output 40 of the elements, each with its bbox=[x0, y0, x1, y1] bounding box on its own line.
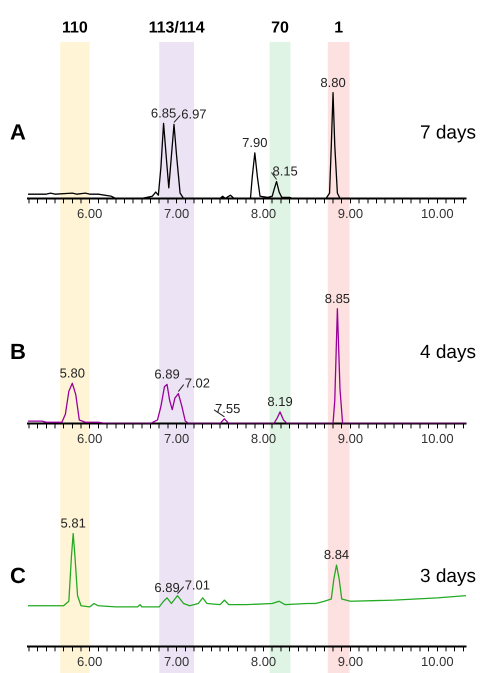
x-tick-label: 8.00 bbox=[250, 430, 276, 446]
annotation: 6.89 bbox=[154, 580, 180, 595]
annotation: 6.85 bbox=[150, 105, 176, 120]
text: 7 days bbox=[420, 122, 476, 144]
band-label: 110 bbox=[62, 19, 88, 36]
x-tick-label: 6.00 bbox=[77, 206, 102, 221]
annotation: 7.02 bbox=[184, 376, 210, 391]
annotation: 7.01 bbox=[184, 578, 210, 593]
x-tick-label: 7.00 bbox=[164, 430, 190, 446]
annotation: 7.90 bbox=[242, 135, 268, 150]
annotation: 8.85 bbox=[324, 290, 350, 306]
band-label: 70 bbox=[271, 19, 290, 36]
x-tick-label: 9.00 bbox=[338, 654, 364, 669]
x-tick-label: 10.00 bbox=[421, 206, 454, 221]
x-tick-label: 10.00 bbox=[421, 654, 454, 669]
annotation: 8.80 bbox=[320, 74, 346, 90]
x-tick-label: 6.00 bbox=[77, 430, 102, 446]
band-label: 113/114 bbox=[148, 19, 205, 36]
annotation: 7.55 bbox=[215, 400, 240, 416]
text: C bbox=[10, 562, 26, 588]
annotation: 5.80 bbox=[60, 365, 85, 380]
x-tick-label: 9.00 bbox=[338, 206, 364, 221]
annotation: 8.15 bbox=[272, 164, 298, 179]
annotation: 6.97 bbox=[181, 106, 207, 122]
x-tick-label: 10.00 bbox=[421, 430, 454, 446]
x-tick-label: 6.00 bbox=[77, 654, 102, 669]
text: B bbox=[10, 338, 26, 364]
x-tick-label: 8.00 bbox=[250, 654, 276, 669]
annotation: 6.89 bbox=[154, 366, 180, 382]
text: A bbox=[10, 119, 26, 144]
x-tick-label: 7.00 bbox=[164, 654, 190, 669]
x-tick-label: 8.00 bbox=[250, 206, 276, 221]
annotation: 8.84 bbox=[324, 547, 350, 562]
text: 4 days bbox=[420, 342, 476, 364]
text: 3 days bbox=[420, 566, 476, 588]
band-label: 1 bbox=[334, 19, 344, 36]
x-tick-label: 7.00 bbox=[164, 206, 190, 221]
annotation: 8.19 bbox=[267, 394, 293, 410]
annotation: 5.81 bbox=[60, 516, 86, 531]
x-tick-label: 9.00 bbox=[338, 430, 364, 446]
